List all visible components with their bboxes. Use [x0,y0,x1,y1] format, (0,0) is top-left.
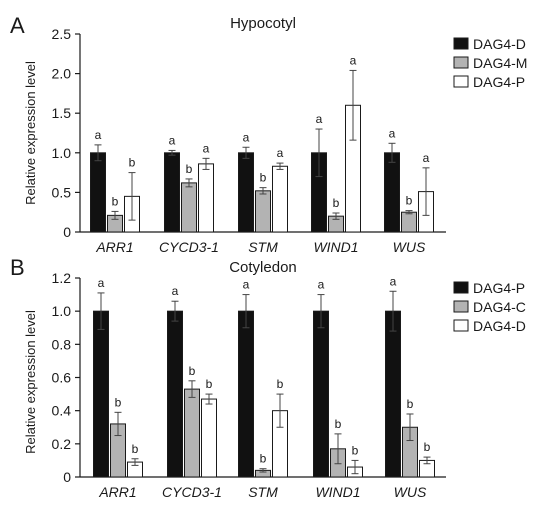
y-tick-label: 0.2 [52,436,72,452]
bar-dag4-p-cycd3-1 [167,310,183,478]
bar-dag4-d-cycd3-1 [201,398,217,478]
significance-letter: b [333,196,340,210]
legend-swatch [453,37,469,50]
legend-swatch [453,300,469,313]
significance-letter: a [95,128,102,142]
significance-letter: a [389,126,396,140]
y-tick-label: 1.2 [52,270,72,286]
y-ticks-b: 0 0.2 0.4 0.6 0.8 1.0 1.2 [52,270,80,485]
panel-letter-b: B [10,255,25,280]
x-tick-labels-b: ARR1 CYCD3-1 STM WIND1 WUS [98,484,427,500]
legend-label: DAG4-D [473,36,526,52]
significance-letter: b [406,194,413,208]
significance-letter: a [243,278,250,292]
bar-dag4-d-arr1 [90,152,106,233]
legend-label: DAG4-M [473,55,527,71]
significance-letter: b [186,162,193,176]
x-tick-label: CYCD3-1 [162,484,222,500]
bar-dag4-m-cycd3-1 [181,182,197,233]
significance-letter: b [129,156,136,170]
significance-letter: b [112,194,119,208]
bar-dag4-p-wus [385,310,401,478]
significance-letter: b [424,440,431,454]
y-axis-label-a: Relative expression level [23,61,38,205]
significance-letter: a [350,53,357,67]
significance-letter: b [260,452,267,466]
y-ticks-a: 0 0.5 1.0 1.5 2.0 2.5 [52,26,80,240]
x-tick-labels-a: ARR1 CYCD3-1 STM WIND1 WUS [95,239,426,255]
x-tick-label: WIND1 [315,484,360,500]
significance-letter: a [277,146,284,160]
y-tick-label: 0.6 [52,370,72,386]
x-tick-label: ARR1 [98,484,136,500]
significance-letter: a [318,278,325,292]
significance-letter: a [316,112,323,126]
significance-letter: a [243,130,250,144]
chart-title-cotyledon: Cotyledon [229,259,297,276]
legend-swatch [453,319,469,332]
bar-dag4-d-wus [384,152,400,233]
bar-dag4-p-stm [238,310,254,478]
significance-letter: b [407,397,414,411]
significance-letter: a [390,274,397,288]
significance-letter: a [203,141,210,155]
panel-b: B Cotyledon Relative expression level 00… [10,255,526,500]
y-tick-label: 1.0 [52,303,72,319]
legend-swatch [453,75,469,88]
panel-letter-a: A [10,13,25,38]
legend-label: DAG4-P [473,280,525,296]
significance-letter: a [172,284,179,298]
bar-dag4-m-wus [401,211,417,233]
bar-dag4-p-cycd3-1 [198,163,214,233]
legend-b: DAG4-P DAG4-C DAG4-D [453,280,526,334]
significance-letter: b [260,171,267,185]
significance-letter: b [335,417,342,431]
bar-dag4-d-cycd3-1 [164,152,180,233]
bar-dag4-d-stm [238,152,254,233]
legend-swatch [453,281,469,294]
y-axis-label-b: Relative expression level [23,310,38,454]
x-tick-label: ARR1 [95,239,133,255]
significance-letter: a [98,276,105,290]
legend-label: DAG4-P [473,74,525,90]
x-tick-label: WIND1 [313,239,358,255]
x-tick-label: WUS [393,239,426,255]
bar-dag4-p-arr1 [93,310,109,478]
y-tick-label: 0.5 [52,184,72,200]
y-tick-label: 0.4 [52,403,72,419]
y-tick-label: 1.5 [52,105,72,121]
bar-dag4-m-stm [255,190,271,233]
legend-a: DAG4-D DAG4-M DAG4-P [453,36,527,90]
legend-swatch [453,56,469,69]
x-tick-label: CYCD3-1 [159,239,219,255]
x-tick-label: STM [248,484,278,500]
significance-letter: b [352,443,359,457]
significance-letter: b [206,377,213,391]
significance-letter: a [169,133,176,147]
significance-letter: b [115,395,122,409]
chart-title-hypocotyl: Hypocotyl [230,15,296,32]
bar-dag4-p-stm [272,165,288,233]
significance-letter: b [132,442,139,456]
y-tick-label: 0 [63,224,71,240]
significance-letter: a [423,151,430,165]
y-tick-label: 0 [63,469,71,485]
y-tick-label: 2.0 [52,66,72,82]
y-tick-label: 2.5 [52,26,72,42]
panel-a: A Hypocotyl Relative expression level 00… [10,13,527,255]
significance-letter: b [189,364,196,378]
bar-dag4-c-cycd3-1 [184,388,200,478]
y-tick-label: 0.8 [52,336,72,352]
significance-letter: b [277,377,284,391]
legend-label: DAG4-D [473,318,526,334]
bar-dag4-p-wind1 [313,310,329,478]
x-tick-label: WUS [394,484,427,500]
y-tick-label: 1.0 [52,145,72,161]
legend-label: DAG4-C [473,299,526,315]
x-tick-label: STM [248,239,278,255]
